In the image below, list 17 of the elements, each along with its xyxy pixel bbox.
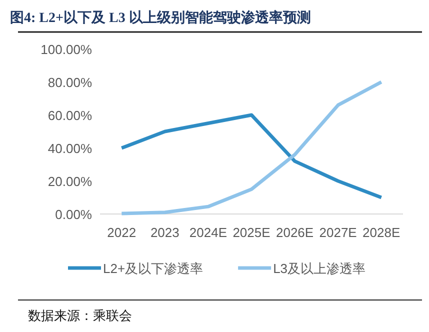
xtick: 2028E: [362, 225, 400, 240]
ytick: 60.00%: [48, 108, 92, 123]
xtick: 2026E: [276, 225, 314, 240]
ytick: 20.00%: [48, 174, 92, 189]
xtick: 2025E: [232, 225, 270, 240]
ytick: 40.00%: [48, 141, 92, 156]
ytick: 100.00%: [40, 42, 92, 57]
xtick: 2023: [150, 225, 180, 240]
xtick: 2027E: [319, 225, 357, 240]
xtick: 2022: [107, 225, 136, 240]
annotation: 数据来源：乘联会: [28, 308, 132, 323]
title: 图4: L2+以下及 L3 以上级别智能驾驶渗透率预测: [10, 11, 311, 26]
ytick: 80.00%: [48, 75, 92, 90]
legend-label: L2+及以下渗透率: [103, 261, 204, 276]
xtick: 2024E: [189, 225, 227, 240]
legend-label: L3及以上渗透率: [273, 261, 366, 276]
ytick: 0.00%: [55, 207, 92, 222]
